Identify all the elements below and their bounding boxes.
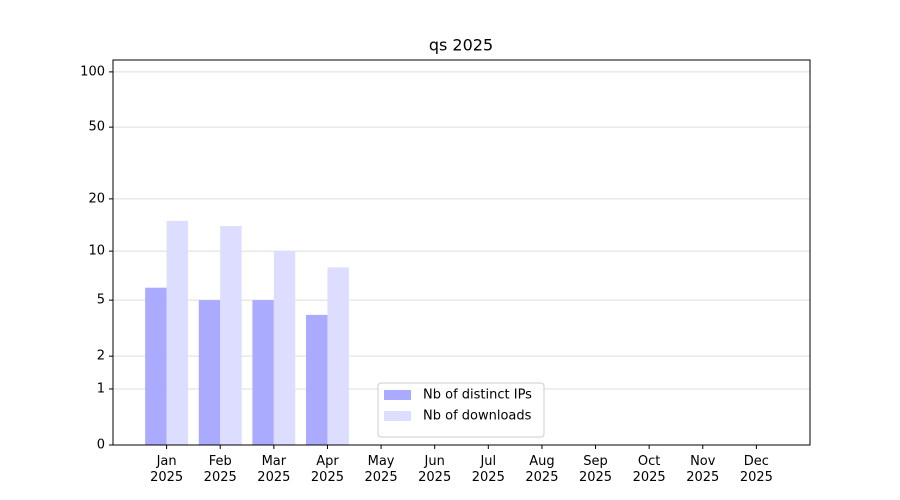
x-tick-label: Feb 2025 [203, 454, 237, 485]
bar [306, 314, 328, 445]
bar [327, 267, 349, 445]
bar [198, 300, 221, 445]
bar [252, 300, 274, 445]
x-tick-label: Dec 2025 [739, 454, 773, 485]
y-tick-label: 100 [80, 64, 105, 79]
legend-swatch [384, 390, 411, 400]
x-tick-label: Apr 2025 [310, 454, 344, 485]
x-tick-label: Jun 2025 [418, 454, 452, 485]
y-tick-label: 20 [88, 191, 105, 206]
x-tick-label: Aug 2025 [525, 454, 559, 485]
legend-swatch [384, 411, 411, 421]
chart-title: qs 2025 [429, 36, 493, 55]
bar [145, 287, 167, 445]
y-tick-label: 1 [97, 381, 105, 396]
y-tick-label: 50 [88, 120, 105, 135]
legend-label: Nb of downloads [423, 409, 532, 424]
x-tick-label: Oct 2025 [632, 454, 666, 485]
x-tick-label: Jan 2025 [150, 454, 184, 485]
bar [166, 220, 189, 445]
plot-frame [112, 59, 811, 446]
x-tick-label: Sep 2025 [578, 454, 613, 485]
legend-label: Nb of distinct IPs [423, 388, 532, 403]
y-tick-label: 5 [97, 293, 105, 308]
y-tick-label: 2 [97, 349, 105, 364]
x-tick-label: Nov 2025 [686, 454, 720, 485]
legend: Nb of distinct IPs Nb of downloads [377, 382, 545, 438]
legend-box [377, 382, 545, 438]
y-tick-label: 10 [88, 244, 105, 259]
x-tick-label: Jul 2025 [471, 454, 505, 485]
bar [220, 226, 242, 445]
y-tick-label: 0 [97, 438, 105, 453]
x-tick-label: Mar 2025 [257, 454, 291, 485]
bar [273, 251, 296, 445]
x-tick-label: May 2025 [364, 454, 398, 485]
